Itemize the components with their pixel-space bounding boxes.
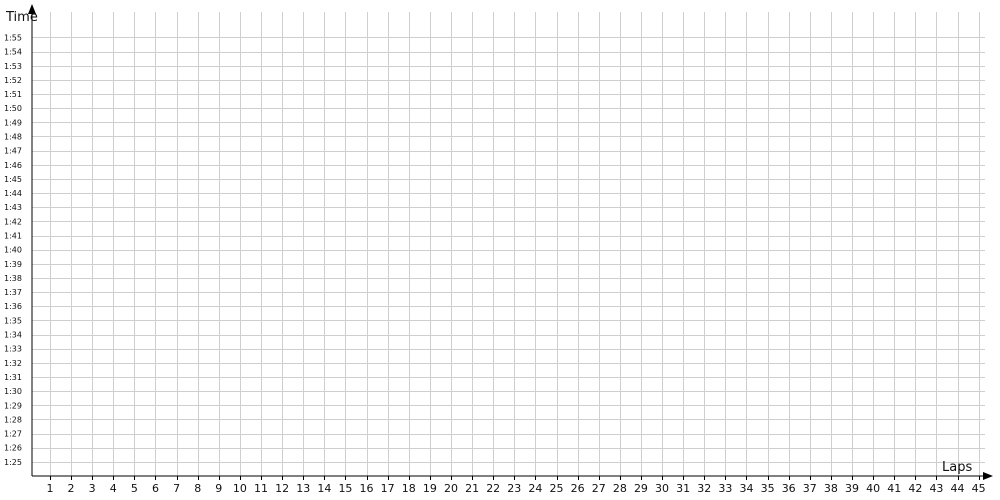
x-tick-label: 36 [782,482,796,495]
y-tick-label: 1:44 [4,189,22,198]
y-tick-label: 1:35 [4,316,22,325]
x-tick-label: 44 [951,482,965,495]
y-tick-label: 1:34 [4,331,22,340]
x-tick-label: 42 [908,482,922,495]
x-tick-label: 39 [845,482,859,495]
x-tick-label: 27 [592,482,606,495]
y-tick-label: 1:47 [4,147,22,156]
x-tick-label: 40 [866,482,880,495]
x-tick-label: 37 [803,482,817,495]
x-tick-label: 7 [173,482,180,495]
x-tick-label: 6 [152,482,159,495]
y-tick-label: 1:38 [4,274,22,283]
x-tick-label: 34 [739,482,753,495]
x-tick-label: 43 [929,482,943,495]
x-tick-label: 35 [761,482,775,495]
x-tick-label: 8 [194,482,201,495]
y-tick-label: 1:28 [4,415,22,424]
x-tick-label: 9 [215,482,222,495]
y-tick-label: 1:49 [4,118,22,127]
x-tick-label: 21 [465,482,479,495]
y-tick-label: 1:31 [4,373,22,382]
x-tick-label: 4 [110,482,117,495]
y-tick-label: 1:42 [4,217,22,226]
y-tick-label: 1:46 [4,161,22,170]
y-tick-label: 1:55 [4,33,22,42]
x-tick-label: 16 [360,482,374,495]
y-tick-label: 1:33 [4,345,22,354]
x-tick-label: 41 [887,482,901,495]
y-tick-label: 1:50 [4,104,22,113]
x-axis-title: Laps [942,460,972,475]
x-tick-label: 24 [528,482,542,495]
y-tick-label: 1:53 [4,62,22,71]
x-tick-label: 25 [550,482,564,495]
y-tick-label: 1:45 [4,175,22,184]
x-tick-label: 1 [46,482,53,495]
grid-layer [32,12,985,476]
x-tick-label: 38 [824,482,838,495]
x-tick-label: 5 [131,482,138,495]
x-tick-label: 28 [613,482,627,495]
x-tick-label: 22 [486,482,500,495]
x-tick-label: 15 [338,482,352,495]
y-tick-label: 1:30 [4,387,22,396]
x-tick-label: 12 [275,482,289,495]
y-tick-label: 1:25 [4,458,22,467]
y-tick-label: 1:51 [4,90,22,99]
y-tick-label: 1:26 [4,444,22,453]
y-tick-label: 1:39 [4,260,22,269]
y-tick-label: 1:52 [4,76,22,85]
y-tick-label: 1:29 [4,401,22,410]
x-tick-label: 18 [402,482,416,495]
x-tick-label: 11 [254,482,268,495]
x-tick-label: 29 [634,482,648,495]
x-tick-label: 33 [718,482,732,495]
y-tick-label: 1:27 [4,430,22,439]
x-tick-label: 26 [571,482,585,495]
x-tick-label: 3 [89,482,96,495]
x-tick-label: 2 [68,482,75,495]
x-tick-label: 23 [507,482,521,495]
y-tick-label: 1:37 [4,288,22,297]
x-tick-label: 13 [296,482,310,495]
y-axis-arrow-icon [28,4,36,14]
y-tick-label: 1:36 [4,302,22,311]
y-tick-label: 1:40 [4,246,22,255]
axis-layer: Time Laps [5,4,993,480]
y-tick-label: 1:54 [4,48,22,57]
y-axis-title: Time [5,10,38,25]
x-tick-label: 19 [423,482,437,495]
x-tick-label: 31 [676,482,690,495]
x-tick-label: 14 [317,482,331,495]
x-tick-label: 20 [444,482,458,495]
x-tick-label: 32 [697,482,711,495]
x-tick-label: 30 [655,482,669,495]
x-tick-label: 45 [972,482,986,495]
x-axis-arrow-icon [983,472,993,480]
x-tick-label: 10 [233,482,247,495]
tick-layer: 1:25 1:26 1:27 1:28 1:29 1:30 1:31 1:32 1:33 1:34… [4,33,986,495]
y-tick-label: 1:48 [4,132,22,141]
y-tick-label: 1:43 [4,203,22,212]
y-tick-label: 1:32 [4,359,22,368]
x-tick-label: 17 [381,482,395,495]
y-tick-label: 1:41 [4,232,22,241]
